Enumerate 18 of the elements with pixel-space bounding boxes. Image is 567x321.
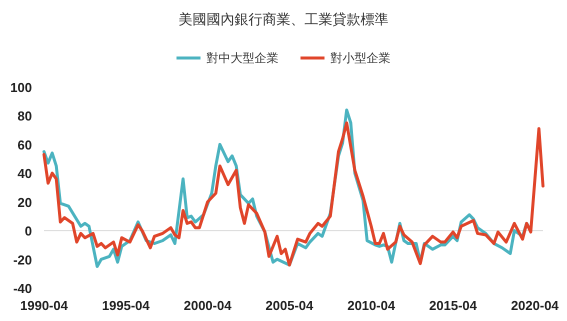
legend-label: 對中大型企業 <box>206 51 278 65</box>
x-tick-label: 2005-04 <box>266 298 314 313</box>
y-tick-label: -20 <box>13 252 32 268</box>
y-tick-label: -40 <box>13 281 32 296</box>
chart-title: 美國國內銀行商業、工業貸款標準 <box>178 11 388 27</box>
y-tick-label: 40 <box>18 166 32 182</box>
x-tick-label: 2010-04 <box>347 298 396 313</box>
legend-label: 對小型企業 <box>330 51 390 65</box>
y-tick-label: 80 <box>18 108 32 124</box>
x-tick-label: 2015-04 <box>429 298 478 313</box>
y-tick-label: 60 <box>18 137 32 152</box>
y-tick-label: 20 <box>18 194 32 210</box>
x-tick-label: 1995-04 <box>102 298 150 313</box>
x-tick-label: 2000-04 <box>184 298 232 313</box>
x-tick-label: 1990-04 <box>20 298 69 313</box>
x-tick-label: 2020-04 <box>510 298 560 313</box>
y-tick-label: 0 <box>24 224 32 239</box>
y-tick-label: 100 <box>10 80 32 95</box>
